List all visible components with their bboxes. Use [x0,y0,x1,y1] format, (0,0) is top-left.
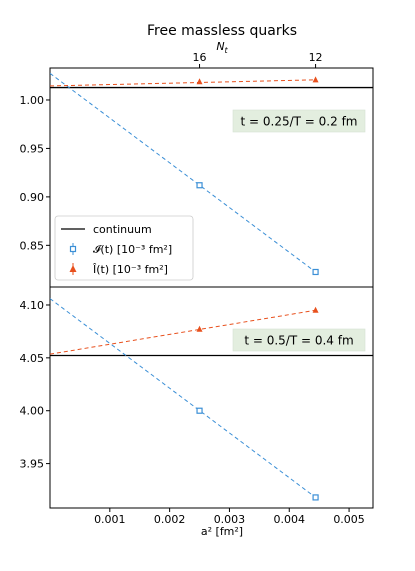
top-axis-label: Nt [216,40,228,55]
legend-label: 𝓘(t) [10⁻³ fm²] [93,243,172,256]
fit-line [50,79,316,87]
x-axis-tick-label: 0.003 [214,513,246,526]
chart-title: Free massless quarks [147,23,297,39]
data-point-triangle [312,76,319,83]
y-axis-tick-label: 0.85 [20,239,45,252]
fit-line [50,298,316,498]
fit-line [50,72,316,273]
y-axis-tick-label: 4.10 [20,299,45,312]
annotation-box [232,328,366,352]
legend-box [54,215,194,281]
legend-label: Î(t) [10⁻³ fm²] [92,263,168,276]
x-axis-tick-label: 0.004 [274,513,306,526]
top-axis-tick-label: 16 [193,51,207,64]
data-point-triangle [196,325,203,332]
y-axis-tick-label: 3.95 [20,458,45,471]
panel-1-plot-area [50,72,373,276]
legend-label: continuum [93,223,152,236]
x-axis-tick-label: 0.001 [94,513,126,526]
data-point-square [312,494,319,501]
annotation-box [232,109,366,133]
data-point-square [196,407,203,414]
top-axis-tick-label: 12 [309,51,323,64]
data-point-square [312,268,319,276]
x-axis-tick-label: 0.002 [154,513,186,526]
panel-2-frame [49,286,374,509]
y-axis-tick-label: 4.00 [20,405,45,418]
legend-swatch-triangle [69,265,77,272]
y-axis-tick-label: 1.00 [20,94,45,107]
panel-2-plot-area [50,298,373,501]
data-point-triangle [196,78,203,85]
x-axis-tick-label: 0.005 [333,513,365,526]
panel-annotation: t = 0.25/T = 0.2 fm [241,115,358,129]
x-axis-label: a² [fm²] [201,525,243,538]
panel-annotation: t = 0.5/T = 0.4 fm [244,334,353,348]
legend-swatch-square [69,245,77,253]
fit-line [50,309,316,355]
y-axis-tick-label: 0.95 [20,142,45,155]
data-point-triangle [312,306,319,313]
data-point-square [196,182,203,189]
y-axis-tick-label: 4.05 [20,352,45,365]
y-axis-tick-label: 0.90 [20,191,45,204]
